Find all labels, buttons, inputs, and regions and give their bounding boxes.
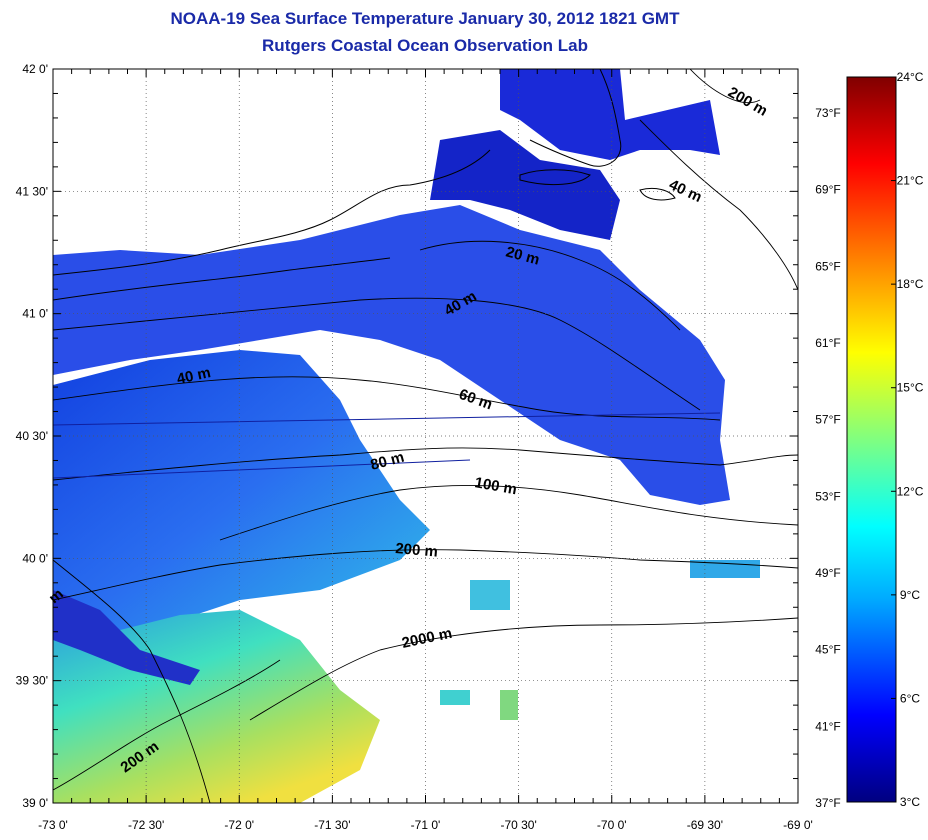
sst-field	[53, 69, 760, 803]
bathymetry-contours	[53, 69, 798, 803]
lon-tick-label: -71 30'	[314, 818, 350, 832]
transect-2	[52, 459, 471, 479]
contour-200m-b	[53, 659, 281, 791]
coastline	[53, 69, 676, 301]
sst-patch-shelf	[53, 205, 730, 505]
contour-label: 100 m	[473, 474, 518, 498]
lon-tick-label: -69 0'	[783, 818, 813, 832]
coast-long-island	[53, 257, 391, 301]
contour-60m	[53, 376, 721, 421]
colorbar-celsius-label: 6°C	[900, 691, 920, 705]
sst-patch-b	[470, 580, 510, 610]
contour-100m	[219, 485, 798, 541]
lat-tick-label: 41 30'	[16, 184, 48, 198]
contour-label: 200 m	[395, 540, 439, 561]
map-title: NOAA-19 Sea Surface Temperature January …	[170, 9, 680, 28]
colorbar-fahrenheit-label: 65°F	[815, 259, 840, 273]
colorbar-celsius-label: 21°C	[897, 174, 924, 188]
coast-nantucket	[639, 187, 676, 201]
grid-lines	[53, 69, 798, 803]
colorbar-fahrenheit-label: 73°F	[815, 106, 840, 120]
contour-label: 200 m	[725, 84, 770, 120]
colorbar	[846, 76, 897, 803]
colorbar-fahrenheit-label: 61°F	[815, 336, 840, 350]
transect-lines	[52, 412, 721, 479]
lat-tick-label: 42 0'	[22, 62, 48, 76]
contour-slope-2	[639, 119, 798, 291]
lon-tick-label: -71 0'	[411, 818, 441, 832]
sst-patch-blue-band	[53, 590, 200, 685]
contour-slope-3	[689, 69, 761, 104]
axis-labels: 42 0' 41 30' 41 0' 40 30' 40 0' 39 30' 39 0' -7…	[16, 62, 813, 832]
sst-patch-nantucket	[500, 69, 720, 160]
colorbar-fahrenheit-label: 45°F	[815, 643, 840, 657]
lon-tick-label: -72 30'	[128, 818, 164, 832]
transect-1	[52, 412, 721, 426]
colorbar-fahrenheit-label: 53°F	[815, 489, 840, 503]
coast-martha-vineyard	[519, 169, 591, 185]
contour-label: 2000 m	[400, 625, 453, 652]
lat-tick-label: 41 0'	[22, 307, 48, 321]
coast-cape-cod	[529, 69, 622, 167]
sst-patch-vineyard	[430, 130, 620, 240]
lat-tick-label: 40 30'	[16, 429, 48, 443]
lat-tick-label: 39 30'	[16, 674, 48, 688]
contour-80m	[53, 447, 798, 481]
colorbar-celsius-label: 24°C	[897, 70, 924, 84]
colorbar-celsius-label: 12°C	[897, 484, 924, 498]
contour-40m	[53, 297, 701, 411]
contour-200m-a	[53, 549, 798, 601]
colorbar-celsius-label: 9°C	[900, 588, 920, 602]
colorbar-fahrenheit-label: 57°F	[815, 413, 840, 427]
colorbar-fahrenheit-label: 37°F	[815, 796, 840, 810]
sst-patch-d	[500, 690, 518, 720]
sst-patch-c	[440, 690, 470, 705]
contour-label: 40 m	[175, 364, 212, 388]
lat-tick-label: 39 0'	[22, 796, 48, 810]
colorbar-celsius-label: 18°C	[897, 277, 924, 291]
lon-tick-label: -72 0'	[224, 818, 254, 832]
coast-connecticut	[53, 149, 491, 276]
plot-frame	[52, 68, 799, 804]
lon-tick-label: -70 0'	[597, 818, 627, 832]
contour-2000m	[249, 617, 798, 721]
colorbar-fahrenheit-label: 41°F	[815, 719, 840, 733]
colorbar-fahrenheit-label: 49°F	[815, 566, 840, 580]
lon-tick-label: -73 0'	[38, 818, 68, 832]
colorbar-labels: 24°C 21°C 18°C 15°C 12°C 9°C 6°C 3°C 73°F 69°F 65°…	[815, 70, 923, 810]
colorbar-celsius-label: 15°C	[897, 381, 924, 395]
contour-slope-1	[53, 559, 211, 803]
lon-tick-label: -70 30'	[500, 818, 536, 832]
lat-tick-label: 40 0'	[22, 551, 48, 565]
colorbar-celsius-label: 3°C	[900, 795, 920, 809]
lon-tick-label: -69 30'	[687, 818, 723, 832]
sst-patch-inner-shelf	[53, 350, 430, 640]
colorbar-fahrenheit-label: 69°F	[815, 183, 840, 197]
map-subtitle: Rutgers Coastal Ocean Observation Lab	[262, 36, 588, 55]
contour-20m	[419, 240, 681, 331]
